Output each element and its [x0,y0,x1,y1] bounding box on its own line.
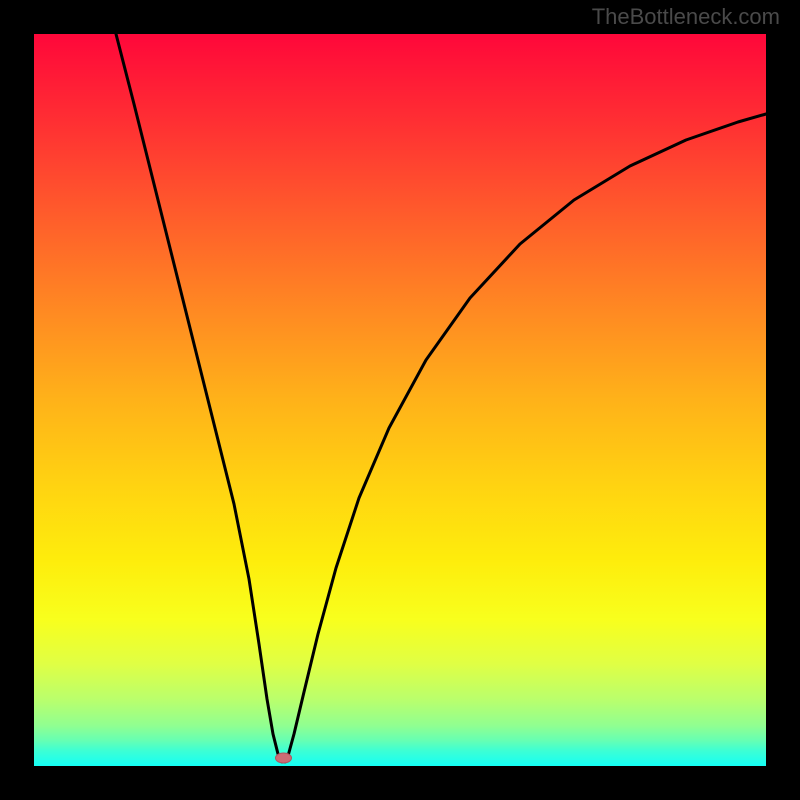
bottleneck-chart [0,0,800,800]
watermark-text: TheBottleneck.com [592,4,780,30]
minimum-marker [276,753,292,763]
chart-container: { "watermark": { "text": "TheBottleneck.… [0,0,800,800]
